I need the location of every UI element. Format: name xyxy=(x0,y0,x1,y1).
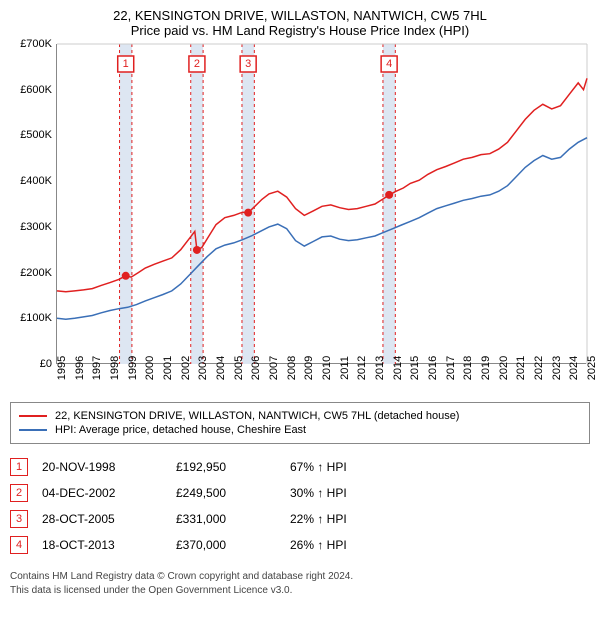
x-tick-label: 2016 xyxy=(427,356,439,380)
x-tick-label: 2018 xyxy=(462,356,474,380)
table-row: 2 04-DEC-2002 £249,500 30% ↑ HPI xyxy=(10,480,590,506)
x-tick-label: 2017 xyxy=(445,356,457,380)
sale-date: 28-OCT-2005 xyxy=(42,512,162,526)
sale-band xyxy=(120,44,132,364)
sale-price: £331,000 xyxy=(176,512,276,526)
sale-price: £192,950 xyxy=(176,460,276,474)
x-tick-label: 1995 xyxy=(56,356,68,380)
footer: Contains HM Land Registry data © Crown c… xyxy=(10,570,590,598)
sale-marker-label: 4 xyxy=(386,58,392,70)
y-tick-label: £100K xyxy=(20,312,52,324)
title-address: 22, KENSINGTON DRIVE, WILLASTON, NANTWIC… xyxy=(10,8,590,23)
sale-price: £249,500 xyxy=(176,486,276,500)
y-tick-label: £700K xyxy=(20,38,52,50)
sale-date: 04-DEC-2002 xyxy=(42,486,162,500)
sale-marker-cell: 3 xyxy=(10,510,28,528)
x-tick-label: 2024 xyxy=(568,356,580,380)
sale-date: 20-NOV-1998 xyxy=(42,460,162,474)
y-tick-label: £300K xyxy=(20,221,52,233)
sale-hpi: 67% ↑ HPI xyxy=(290,460,347,474)
y-tick-label: £0 xyxy=(40,358,52,370)
sale-price: £370,000 xyxy=(176,538,276,552)
legend-label: HPI: Average price, detached house, Ches… xyxy=(55,424,306,436)
table-row: 4 18-OCT-2013 £370,000 26% ↑ HPI xyxy=(10,532,590,558)
chart-container: 22, KENSINGTON DRIVE, WILLASTON, NANTWIC… xyxy=(0,0,600,606)
title-subtitle: Price paid vs. HM Land Registry's House … xyxy=(10,23,590,38)
x-tick-label: 2003 xyxy=(197,356,209,380)
x-axis: 1995199619971998199920002001200220032004… xyxy=(56,364,586,394)
title-block: 22, KENSINGTON DRIVE, WILLASTON, NANTWIC… xyxy=(10,8,590,38)
y-axis: £0£100K£200K£300K£400K£500K£600K£700K xyxy=(10,44,56,364)
sale-marker-cell: 1 xyxy=(10,458,28,476)
sale-marker-cell: 4 xyxy=(10,536,28,554)
x-tick-label: 1999 xyxy=(127,356,139,380)
x-tick-label: 2023 xyxy=(551,356,563,380)
x-tick-label: 2020 xyxy=(498,356,510,380)
x-tick-label: 2009 xyxy=(303,356,315,380)
x-tick-label: 2004 xyxy=(215,356,227,380)
x-tick-label: 2019 xyxy=(480,356,492,380)
footer-line1: Contains HM Land Registry data © Crown c… xyxy=(10,570,590,584)
x-tick-label: 2022 xyxy=(533,356,545,380)
x-tick-label: 2005 xyxy=(233,356,245,380)
sale-point xyxy=(385,191,393,199)
sales-table: 1 20-NOV-1998 £192,950 67% ↑ HPI 2 04-DEC-200… xyxy=(10,454,590,558)
x-tick-label: 1997 xyxy=(91,356,103,380)
x-tick-label: 2015 xyxy=(409,356,421,380)
legend-row: 22, KENSINGTON DRIVE, WILLASTON, NANTWIC… xyxy=(19,409,581,423)
y-tick-label: £400K xyxy=(20,175,52,187)
x-tick-label: 2000 xyxy=(144,356,156,380)
footer-line2: This data is licensed under the Open Gov… xyxy=(10,584,590,598)
sale-date: 18-OCT-2013 xyxy=(42,538,162,552)
legend: 22, KENSINGTON DRIVE, WILLASTON, NANTWIC… xyxy=(10,402,590,444)
sale-marker-label: 2 xyxy=(194,58,200,70)
x-tick-label: 1998 xyxy=(109,356,121,380)
y-tick-label: £200K xyxy=(20,267,52,279)
table-row: 1 20-NOV-1998 £192,950 67% ↑ HPI xyxy=(10,454,590,480)
x-tick-label: 2021 xyxy=(515,356,527,380)
table-row: 3 28-OCT-2005 £331,000 22% ↑ HPI xyxy=(10,506,590,532)
sale-point xyxy=(122,272,130,280)
sale-hpi: 22% ↑ HPI xyxy=(290,512,347,526)
legend-swatch xyxy=(19,429,47,431)
sale-marker-cell: 2 xyxy=(10,484,28,502)
x-tick-label: 2008 xyxy=(286,356,298,380)
x-tick-label: 1996 xyxy=(74,356,86,380)
x-tick-label: 2011 xyxy=(339,356,351,380)
chart-area: £0£100K£200K£300K£400K£500K£600K£700K 12… xyxy=(10,44,590,394)
sale-hpi: 30% ↑ HPI xyxy=(290,486,347,500)
plot-area: 1 2 3 4 xyxy=(56,44,586,364)
sale-band xyxy=(191,44,203,364)
legend-row: HPI: Average price, detached house, Ches… xyxy=(19,423,581,437)
legend-swatch xyxy=(19,415,47,417)
x-tick-label: 2013 xyxy=(374,356,386,380)
x-tick-label: 2012 xyxy=(356,356,368,380)
y-tick-label: £600K xyxy=(20,84,52,96)
sale-point xyxy=(244,209,252,217)
sale-marker-label: 1 xyxy=(123,58,129,70)
sale-point xyxy=(193,246,201,254)
sale-band xyxy=(383,44,395,364)
x-tick-label: 2010 xyxy=(321,356,333,380)
x-tick-label: 2014 xyxy=(392,356,404,380)
x-tick-label: 2001 xyxy=(162,356,174,380)
x-tick-label: 2025 xyxy=(586,356,598,380)
sale-band xyxy=(242,44,254,364)
hpi-line xyxy=(57,138,587,320)
plot-svg: 1 2 3 4 xyxy=(57,44,587,364)
legend-label: 22, KENSINGTON DRIVE, WILLASTON, NANTWIC… xyxy=(55,410,459,422)
sale-marker-label: 3 xyxy=(245,58,251,70)
x-tick-label: 2002 xyxy=(180,356,192,380)
sale-hpi: 26% ↑ HPI xyxy=(290,538,347,552)
x-tick-label: 2006 xyxy=(250,356,262,380)
x-tick-label: 2007 xyxy=(268,356,280,380)
y-tick-label: £500K xyxy=(20,129,52,141)
